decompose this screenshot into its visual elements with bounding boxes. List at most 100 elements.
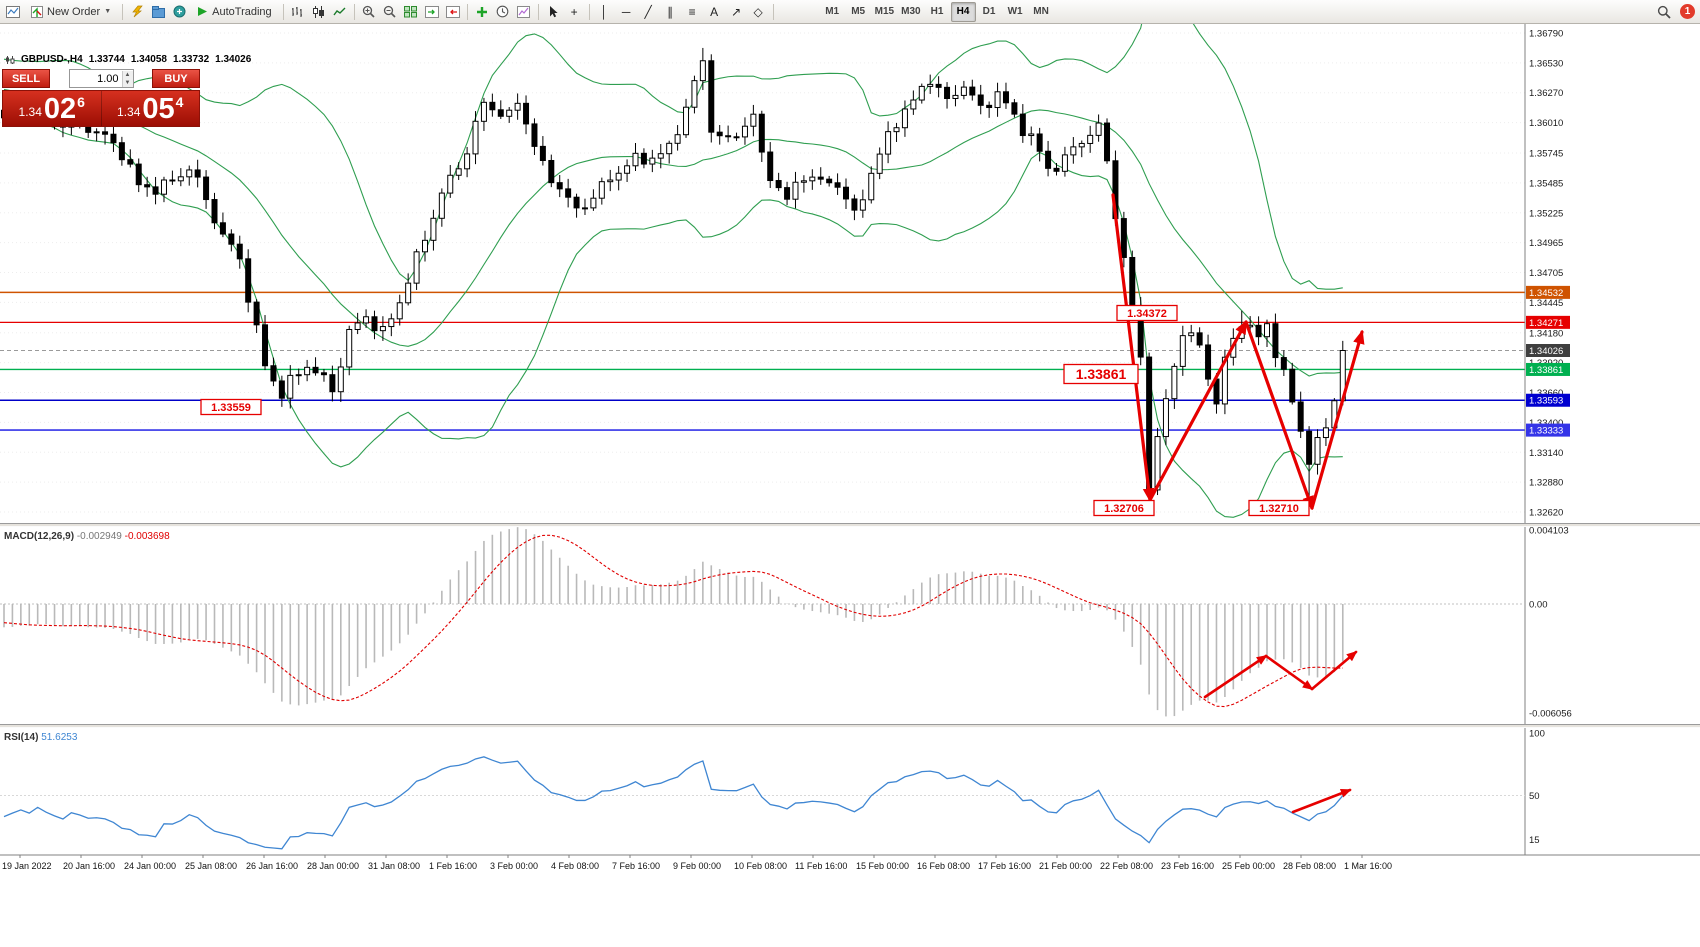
- svg-text:100: 100: [1529, 729, 1545, 740]
- channel-icon[interactable]: ∥: [667, 4, 674, 19]
- svg-text:1 Feb 16:00: 1 Feb 16:00: [429, 861, 477, 871]
- text-tool-icon[interactable]: A: [710, 4, 719, 19]
- notification-badge[interactable]: 1: [1680, 4, 1695, 19]
- ohlc-close: 1.34026: [215, 54, 252, 65]
- ohlc-open: 1.33744: [88, 54, 125, 65]
- svg-text:28 Feb 08:00: 28 Feb 08:00: [1283, 861, 1336, 871]
- svg-text:1.33333: 1.33333: [1529, 426, 1563, 437]
- volume-decrease-button[interactable]: ▼: [122, 78, 133, 87]
- horizontal-line-icon[interactable]: ─: [621, 4, 631, 19]
- bar-chart-icon[interactable]: [288, 2, 308, 22]
- trendline-icon[interactable]: ╱: [644, 4, 652, 19]
- chart-header: GBPUSD-,H4 1.33744 1.34058 1.33732 1.340…: [5, 54, 251, 65]
- toolbar-separator: [537, 3, 539, 20]
- volume-box: ▲ ▼: [68, 69, 134, 88]
- chart-shift-icon[interactable]: [443, 2, 463, 22]
- svg-text:1.36010: 1.36010: [1529, 118, 1563, 129]
- price-tag-1.33593[interactable]: [1526, 393, 1570, 407]
- timeframe-m1[interactable]: M1: [825, 6, 840, 17]
- price-tag-1.33333[interactable]: [1526, 423, 1570, 437]
- periods-icon[interactable]: [493, 2, 513, 22]
- svg-text:1.35485: 1.35485: [1529, 178, 1563, 189]
- price-tag-1.34026[interactable]: [1526, 344, 1570, 358]
- chart-window-icon[interactable]: [3, 2, 23, 22]
- timeframe-h1[interactable]: H1: [930, 6, 944, 17]
- svg-text:15 Feb 00:00: 15 Feb 00:00: [856, 861, 909, 871]
- macd-label: MACD(12,26,9) -0.002949 -0.003698: [4, 531, 170, 542]
- sell-price[interactable]: 1.34 02 6: [3, 91, 101, 126]
- symbol-timeframe: GBPUSD-,H4: [21, 54, 83, 65]
- svg-text:19 Jan 2022: 19 Jan 2022: [2, 861, 52, 871]
- price-tag-1.33861[interactable]: [1526, 362, 1570, 376]
- svg-text:26 Jan 16:00: 26 Jan 16:00: [246, 861, 298, 871]
- line-chart-icon[interactable]: [330, 2, 350, 22]
- crosshair-icon[interactable]: +: [570, 4, 578, 19]
- indicators-icon[interactable]: [472, 2, 492, 22]
- timeframe-mn[interactable]: MN: [1033, 6, 1049, 17]
- macd-arrows[interactable]: [1203, 650, 1358, 699]
- svg-text:1.34965: 1.34965: [1529, 238, 1563, 249]
- svg-text:0.004103: 0.004103: [1529, 526, 1569, 537]
- volume-input[interactable]: [69, 70, 122, 87]
- time-axis[interactable]: 19 Jan 2022 20 Jan 16:00 24 Jan 00:00 25 Ja…: [2, 855, 1392, 871]
- cursor-icon[interactable]: [543, 2, 563, 22]
- svg-text:7 Feb 16:00: 7 Feb 16:00: [612, 861, 660, 871]
- annotation-box: [200, 398, 262, 416]
- svg-text:1.36790: 1.36790: [1529, 29, 1563, 40]
- svg-text:1.33660: 1.33660: [1529, 388, 1563, 399]
- svg-text:28 Jan 00:00: 28 Jan 00:00: [307, 861, 359, 871]
- terminal-icon[interactable]: [169, 2, 189, 22]
- buy-price-base: 1.34: [117, 105, 141, 119]
- svg-text:1.32880: 1.32880: [1529, 478, 1563, 489]
- timeframe-w1[interactable]: W1: [1007, 6, 1023, 17]
- sell-button[interactable]: SELL: [2, 69, 50, 88]
- new-order-button[interactable]: New Order ▼: [24, 2, 118, 22]
- svg-text:1.33559: 1.33559: [211, 402, 251, 414]
- svg-text:16 Feb 08:00: 16 Feb 08:00: [917, 861, 970, 871]
- svg-text:50: 50: [1529, 791, 1540, 802]
- svg-text:11 Feb 16:00: 11 Feb 16:00: [795, 861, 847, 871]
- toolbar-separator: [772, 3, 774, 20]
- timeframe-d1[interactable]: D1: [982, 6, 996, 17]
- svg-text:1.36270: 1.36270: [1529, 88, 1563, 99]
- svg-text:4 Feb 08:00: 4 Feb 08:00: [551, 861, 599, 871]
- zoom-in-icon[interactable]: [359, 2, 379, 22]
- price-tag-1.34271[interactable]: [1526, 315, 1570, 329]
- autotrading-button[interactable]: AutoTrading: [190, 2, 279, 22]
- price-axis[interactable]: [1525, 24, 1700, 855]
- svg-text:1.32710: 1.32710: [1259, 503, 1299, 515]
- metaeditor-icon[interactable]: [127, 2, 147, 22]
- timeframe-m5[interactable]: M5: [851, 6, 866, 17]
- tile-windows-icon[interactable]: [401, 2, 421, 22]
- rsi-arrows[interactable]: [1291, 788, 1352, 814]
- svg-text:1.33861: 1.33861: [1529, 365, 1563, 376]
- arrow-tool-icon[interactable]: ↗: [731, 4, 742, 19]
- timeframe-m30[interactable]: M30: [901, 6, 921, 17]
- svg-text:1.33140: 1.33140: [1529, 448, 1563, 459]
- toolbar-right: 1: [1654, 2, 1697, 22]
- vertical-line-icon[interactable]: │: [600, 4, 608, 19]
- toolbar-separator: [353, 3, 355, 20]
- price-axis-labels: 1.36790 1.36530 1.36270 1.36010 1.35745 1.354…: [1529, 29, 1563, 519]
- fibonacci-icon[interactable]: ≡: [688, 4, 696, 19]
- zoom-out-icon[interactable]: [380, 2, 400, 22]
- svg-text:21 Feb 00:00: 21 Feb 00:00: [1039, 861, 1092, 871]
- ohlc-high: 1.34058: [130, 54, 167, 65]
- trend-arrows[interactable]: [1111, 193, 1365, 511]
- volume-increase-button[interactable]: ▲: [122, 70, 133, 79]
- profiles-icon[interactable]: [148, 2, 168, 22]
- search-icon[interactable]: [1654, 2, 1674, 22]
- timeframe-h4[interactable]: H4: [950, 1, 976, 22]
- price-annotations[interactable]: 1.34372 1.33861 1.33559 1.32706 1.32710: [200, 304, 1310, 517]
- svg-text:1.34026: 1.34026: [1529, 346, 1563, 357]
- shapes-tool-icon[interactable]: ◇: [753, 4, 763, 19]
- timeframe-m15[interactable]: M15: [874, 6, 895, 17]
- buy-button[interactable]: BUY: [152, 69, 200, 88]
- buy-price[interactable]: 1.34 05 4: [100, 91, 200, 126]
- auto-scroll-icon[interactable]: [422, 2, 442, 22]
- candlestick-icon[interactable]: [309, 2, 329, 22]
- chart-canvas[interactable]: 1.34372 1.33861 1.33559 1.32706 1.32710 1.367…: [0, 24, 1700, 942]
- price-tag-1.34532[interactable]: [1526, 285, 1570, 299]
- svg-text:23 Feb 16:00: 23 Feb 16:00: [1161, 861, 1214, 871]
- templates-icon[interactable]: [514, 2, 534, 22]
